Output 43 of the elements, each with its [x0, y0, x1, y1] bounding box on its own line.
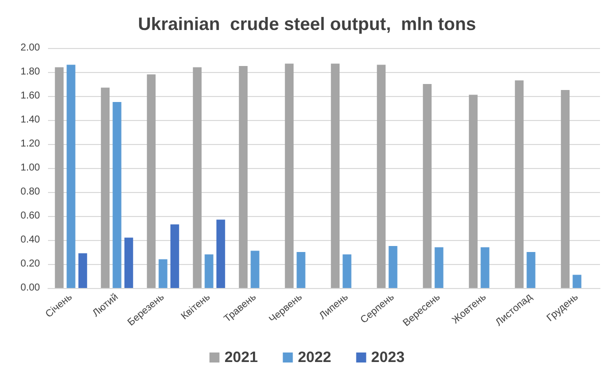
bar [296, 252, 306, 288]
y-tick-label: 1.20 [20, 138, 40, 150]
bar [124, 238, 134, 288]
bar [170, 224, 180, 288]
chart-title: Ukrainian crude steel output, mln tons [138, 14, 476, 34]
bar [434, 247, 444, 288]
y-tick-label: 0.20 [20, 258, 40, 270]
bar [100, 88, 110, 288]
bar [560, 90, 570, 288]
bar [158, 259, 168, 288]
bar [330, 64, 340, 288]
bar [468, 94, 478, 288]
y-tick-label: 0.00 [20, 282, 40, 294]
bar [526, 252, 536, 288]
bar [66, 64, 76, 288]
bar [54, 67, 64, 288]
bar [216, 220, 226, 288]
y-tick-label: 0.80 [20, 186, 40, 198]
bar [480, 247, 490, 288]
y-tick-label: 0.60 [20, 210, 40, 222]
bar [284, 64, 294, 288]
bar [112, 102, 122, 288]
bar [514, 80, 524, 288]
bar [388, 246, 398, 288]
y-tick-label: 1.40 [20, 114, 40, 126]
y-tick-label: 1.60 [20, 90, 40, 102]
legend-label: 2023 [371, 349, 405, 366]
bar [250, 250, 260, 288]
y-tick-label: 1.80 [20, 66, 40, 78]
y-tick-label: 0.40 [20, 234, 40, 246]
legend-label: 2021 [224, 349, 258, 366]
y-tick-label: 2.00 [20, 42, 40, 54]
bar [376, 64, 386, 288]
bar [238, 66, 248, 288]
bar [146, 74, 156, 288]
bar [204, 254, 214, 288]
bar [342, 254, 352, 288]
bar [192, 67, 202, 288]
bar [78, 253, 88, 288]
legend-label: 2022 [298, 349, 332, 366]
y-tick-label: 1.00 [20, 162, 40, 174]
bar [422, 84, 432, 288]
bar [572, 274, 582, 288]
